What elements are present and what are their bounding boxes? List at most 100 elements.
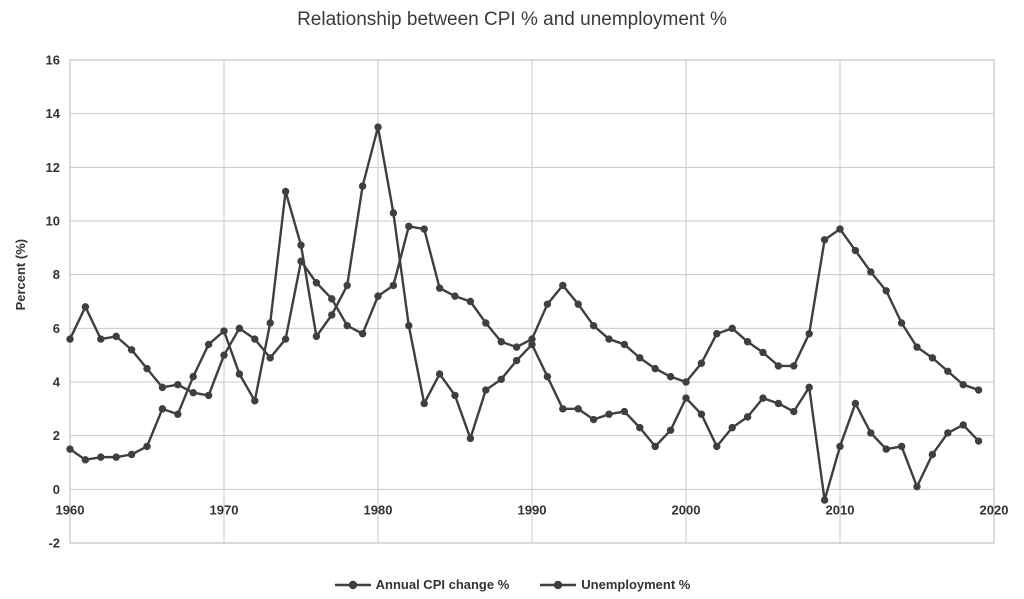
data-point-annual-cpi: [127, 450, 136, 459]
y-tick-label: 8: [53, 267, 60, 282]
data-point-annual-cpi: [297, 241, 305, 249]
data-point-annual-cpi: [204, 340, 213, 349]
legend: Annual CPI change % Unemployment %: [0, 577, 1024, 592]
y-tick-label: 2: [53, 428, 60, 443]
data-point-annual-cpi: [420, 399, 428, 408]
data-point-annual-cpi: [435, 370, 444, 378]
data-point-unemployment: [143, 364, 151, 373]
data-point-unemployment: [189, 389, 197, 397]
data-point-unemployment: [405, 222, 413, 231]
data-point-unemployment: [66, 335, 74, 343]
data-point-unemployment: [836, 225, 844, 233]
data-point-unemployment: [466, 297, 475, 306]
data-point-unemployment: [574, 300, 582, 308]
data-point-annual-cpi: [913, 482, 921, 491]
data-point-annual-cpi: [343, 281, 351, 290]
data-point-unemployment: [774, 362, 783, 370]
series-line-unemployment: [68, 225, 979, 397]
data-point-unemployment: [235, 324, 244, 333]
data-point-annual-cpi: [358, 182, 367, 190]
data-point-annual-cpi: [728, 423, 736, 432]
data-point-annual-cpi: [81, 456, 90, 464]
data-point-unemployment: [512, 343, 521, 351]
data-point-unemployment: [358, 330, 367, 338]
x-tick-label: 2010: [826, 502, 855, 517]
data-point-unemployment: [281, 335, 290, 343]
data-point-unemployment: [790, 362, 798, 370]
data-point-annual-cpi: [112, 453, 120, 461]
data-point-unemployment: [174, 380, 182, 389]
data-point-annual-cpi: [97, 453, 105, 461]
plot-border: [69, 59, 995, 544]
x-tick-label: 1970: [210, 502, 239, 517]
data-point-unemployment: [697, 359, 706, 367]
data-point-annual-cpi: [389, 209, 398, 217]
data-point-annual-cpi: [836, 442, 844, 451]
data-point-unemployment: [220, 351, 228, 359]
data-point-annual-cpi: [158, 405, 167, 413]
data-point-annual-cpi: [482, 386, 490, 394]
data-point-unemployment: [851, 246, 860, 255]
data-point-unemployment: [559, 281, 567, 290]
data-point-annual-cpi: [589, 415, 598, 424]
data-point-annual-cpi: [790, 407, 798, 416]
data-point-annual-cpi: [897, 442, 906, 451]
data-point-unemployment: [112, 332, 120, 341]
data-point-annual-cpi: [528, 340, 536, 349]
data-point-unemployment: [328, 295, 336, 303]
data-point-annual-cpi: [66, 445, 74, 453]
legend-item-unemployment: Unemployment %: [539, 577, 690, 592]
data-point-unemployment: [389, 281, 398, 290]
y-tick-label: -2: [48, 536, 60, 551]
y-tick-label: 0: [53, 482, 60, 497]
data-point-unemployment: [743, 338, 752, 346]
legend-marker-line-icon: [334, 580, 371, 589]
legend-label-unemployment: Unemployment %: [581, 577, 691, 592]
data-point-annual-cpi: [559, 405, 567, 413]
data-point-annual-cpi: [574, 405, 582, 413]
data-point-annual-cpi: [466, 434, 475, 443]
chart-title: Relationship between CPI % and unemploym…: [297, 9, 727, 30]
data-point-annual-cpi: [820, 496, 829, 504]
data-point-annual-cpi: [867, 429, 875, 437]
data-point-annual-cpi: [743, 413, 752, 421]
x-tick-label: 1960: [56, 502, 85, 517]
data-point-annual-cpi: [312, 332, 321, 341]
data-point-unemployment: [528, 335, 536, 343]
data-point-unemployment: [497, 338, 505, 346]
data-point-annual-cpi: [497, 375, 505, 384]
data-point-annual-cpi: [281, 187, 290, 196]
data-point-annual-cpi: [759, 394, 767, 402]
data-point-unemployment: [636, 354, 644, 362]
data-point-unemployment: [759, 348, 767, 357]
data-point-unemployment: [266, 354, 274, 362]
data-point-unemployment: [81, 303, 90, 311]
data-point-annual-cpi: [651, 442, 659, 451]
data-point-unemployment: [482, 319, 490, 327]
data-point-annual-cpi: [143, 442, 151, 451]
y-tick-label: 16: [46, 53, 60, 68]
data-point-annual-cpi: [928, 450, 937, 459]
data-point-annual-cpi: [959, 421, 967, 429]
data-point-annual-cpi: [374, 123, 382, 131]
data-point-unemployment: [204, 391, 213, 400]
data-point-unemployment: [374, 292, 382, 300]
legend-label-cpi: Annual CPI change %: [375, 577, 510, 592]
data-point-unemployment: [451, 292, 459, 300]
data-point-unemployment: [666, 372, 675, 381]
data-point-unemployment: [820, 236, 829, 244]
data-point-unemployment: [944, 367, 952, 375]
data-point-annual-cpi: [851, 399, 860, 408]
y-tick-label: 10: [46, 214, 60, 229]
data-point-unemployment: [605, 335, 613, 343]
data-point-unemployment: [435, 284, 444, 292]
data-point-annual-cpi: [666, 426, 675, 434]
data-point-unemployment: [343, 321, 351, 330]
data-point-unemployment: [251, 335, 259, 343]
data-point-annual-cpi: [174, 410, 182, 418]
data-point-unemployment: [913, 343, 921, 351]
data-point-annual-cpi: [682, 394, 690, 402]
data-point-annual-cpi: [944, 429, 952, 437]
